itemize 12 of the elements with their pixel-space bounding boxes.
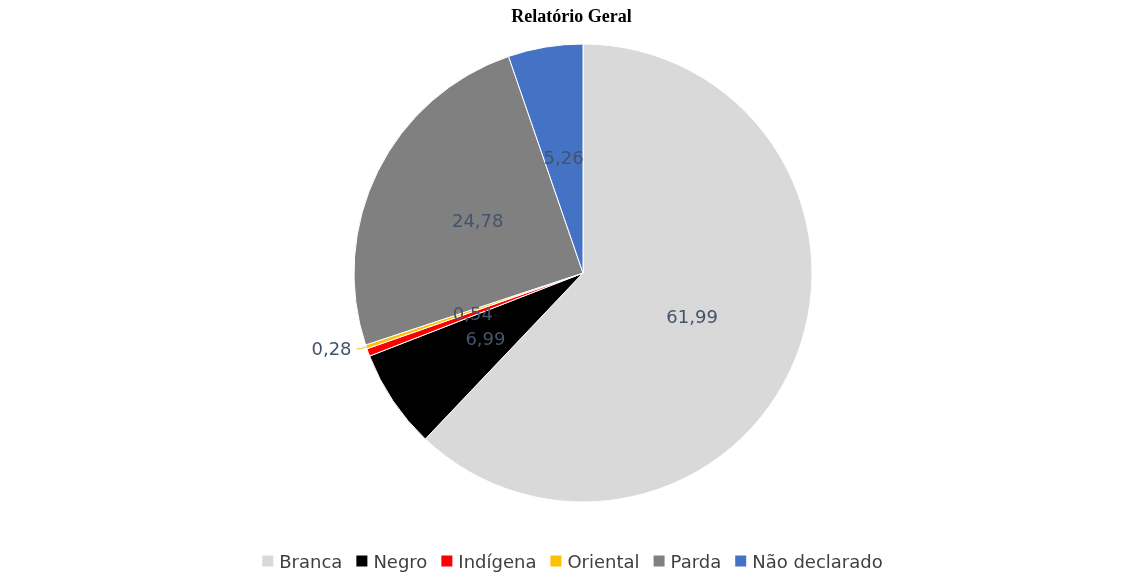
data-label: 0,54 [452,303,493,325]
data-label: 6,99 [465,327,506,349]
legend-label: Branca [279,550,343,572]
chart-title: Relatório Geral [511,6,632,26]
legend-label: Parda [670,550,722,572]
data-label: 61,99 [666,306,718,328]
legend-label: Não declarado [752,550,883,572]
legend-label: Oriental [567,550,640,572]
legend-label: Indígena [458,550,537,572]
data-label: 24,78 [451,210,504,232]
legend-label: Negro [373,550,428,572]
data-label: 0,28 [311,338,352,360]
